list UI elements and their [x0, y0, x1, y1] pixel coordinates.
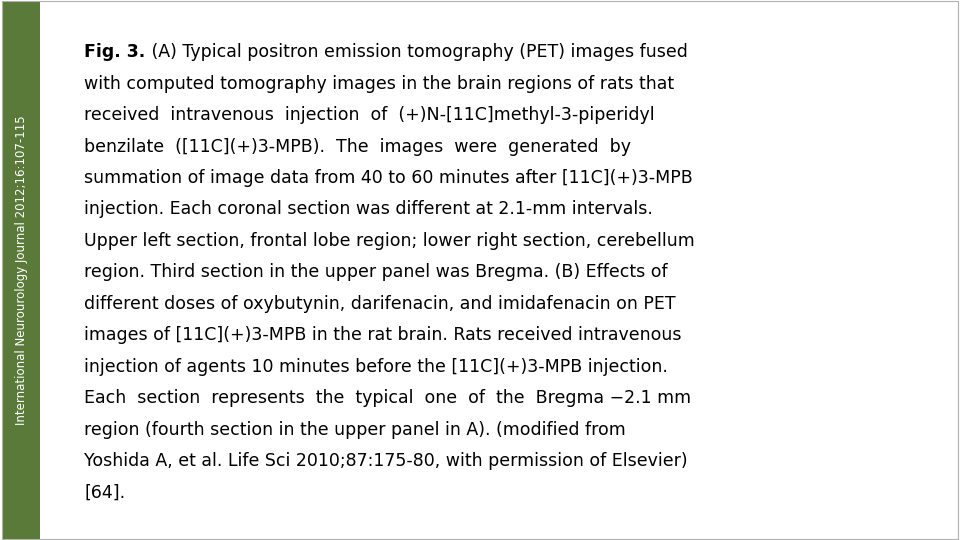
Text: images of [11C](+)3-MPB in the rat brain. Rats received intravenous: images of [11C](+)3-MPB in the rat brain…	[84, 326, 682, 344]
Text: [64].: [64].	[84, 483, 126, 502]
Text: injection of agents 10 minutes before the [11C](+)3-MPB injection.: injection of agents 10 minutes before th…	[84, 357, 668, 376]
Text: received  intravenous  injection  of  (+)Ν-[11C]methyl-3-piperidyl: received intravenous injection of (+)Ν-[…	[84, 106, 655, 124]
Text: (A) Typical positron emission tomography (PET) images fused: (A) Typical positron emission tomography…	[146, 43, 687, 61]
Text: with computed tomography images in the brain regions of rats that: with computed tomography images in the b…	[84, 75, 675, 93]
Text: International Neurourology Journal 2012;16:107-115: International Neurourology Journal 2012;…	[14, 115, 28, 425]
Text: region. Third section in the upper panel was Bregma. (B) Effects of: region. Third section in the upper panel…	[84, 264, 668, 281]
Text: benzilate  ([11C](+)3-MPB).  The  images  were  generated  by: benzilate ([11C](+)3-MPB). The images we…	[84, 138, 632, 156]
Text: summation of image data from 40 to 60 minutes after [11C](+)3-MPB: summation of image data from 40 to 60 mi…	[84, 169, 693, 187]
Text: Upper left section, frontal lobe region; lower right section, cerebellum: Upper left section, frontal lobe region;…	[84, 232, 695, 250]
FancyBboxPatch shape	[2, 1, 40, 539]
Text: different doses of oxybutynin, darifenacin, and imidafenacin on PET: different doses of oxybutynin, darifenac…	[84, 295, 676, 313]
Text: Yoshida A, et al. Life Sci 2010;87:175-80, with permission of Elsevier): Yoshida A, et al. Life Sci 2010;87:175-8…	[84, 452, 688, 470]
Text: injection. Each coronal section was different at 2.1-mm intervals.: injection. Each coronal section was diff…	[84, 200, 653, 218]
Text: region (fourth section in the upper panel in A). (modified from: region (fourth section in the upper pane…	[84, 421, 626, 438]
Text: Fig. 3.: Fig. 3.	[84, 43, 146, 61]
Text: Each  section  represents  the  typical  one  of  the  Bregma −2.1 mm: Each section represents the typical one …	[84, 389, 691, 407]
